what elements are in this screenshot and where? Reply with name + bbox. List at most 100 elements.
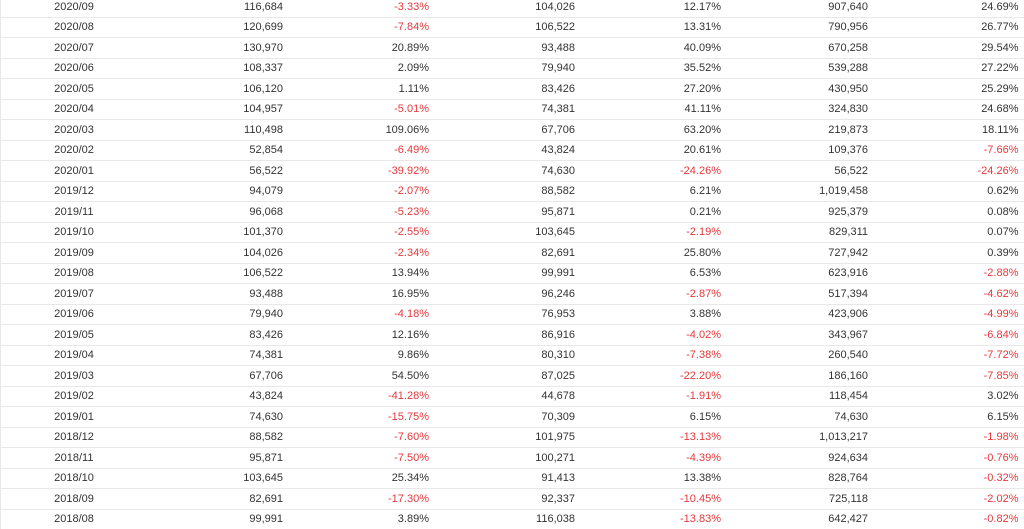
period-cell: 2019/04 [0,345,147,366]
yoy-change-cell: -22.20% [583,365,729,387]
cumulative-cell: 1,019,458 [729,181,876,202]
change-cell: 9.86% [291,345,437,366]
table-row: 2019/02 43,824 -41.28% 44,678 -1.91% 118,454 3… [0,386,1024,407]
change-cell: -6.49% [291,140,437,161]
period-cell: 2019/10 [0,222,147,243]
period-cell: 2020/08 [0,17,147,38]
cumulative-cell: 829,311 [729,222,876,243]
value-cell: 52,854 [147,140,291,161]
cumulative-cell: 1,013,217 [729,427,876,448]
prior-value-cell: 106,522 [437,17,583,38]
table-row: 2019/08 106,522 13.94% 99,991 6.53% 623,916 -2… [0,263,1024,284]
cumulative-change-cell: -0.32% [876,468,1024,489]
change-cell: -39.92% [291,160,437,182]
cumulative-cell: 670,258 [729,37,876,59]
prior-value-cell: 104,026 [437,0,583,18]
cumulative-change-cell: -0.82% [876,509,1024,529]
cumulative-change-cell: -24.26% [876,160,1024,182]
cumulative-cell: 517,394 [729,283,876,305]
value-cell: 116,684 [147,0,291,18]
cumulative-cell: 343,967 [729,324,876,346]
prior-value-cell: 100,271 [437,447,583,469]
cumulative-change-cell: 29.54% [876,37,1024,59]
change-cell: -2.55% [291,222,437,243]
cumulative-change-cell: -4.99% [876,304,1024,325]
table-row: 2019/04 74,381 9.86% 80,310 -7.38% 260,540 -7.… [0,345,1024,366]
table-row: 2020/09 116,684 -3.33% 104,026 12.17% 907,640… [0,0,1024,18]
period-cell: 2019/08 [0,263,147,284]
value-cell: 74,630 [147,406,291,428]
value-cell: 94,079 [147,181,291,202]
change-cell: -15.75% [291,406,437,428]
cumulative-change-cell: -7.66% [876,140,1024,161]
cumulative-cell: 430,950 [729,78,876,100]
cumulative-change-cell: -2.02% [876,488,1024,510]
value-cell: 93,488 [147,283,291,305]
change-cell: 3.89% [291,509,437,529]
change-cell: 12.16% [291,324,437,346]
cumulative-change-cell: 0.62% [876,181,1024,202]
cumulative-cell: 623,916 [729,263,876,284]
prior-value-cell: 67,706 [437,119,583,141]
table-row: 2019/07 93,488 16.95% 96,246 -2.87% 517,394 -4… [0,283,1024,305]
prior-value-cell: 93,488 [437,37,583,59]
period-cell: 2018/08 [0,509,147,529]
change-cell: 20.89% [291,37,437,59]
prior-value-cell: 99,991 [437,263,583,284]
cumulative-change-cell: 24.68% [876,99,1024,120]
yoy-change-cell: 41.11% [583,99,729,120]
value-cell: 88,582 [147,427,291,448]
table-row: 2018/09 82,691 -17.30% 92,337 -10.45% 725,118… [0,488,1024,510]
value-cell: 74,381 [147,345,291,366]
cumulative-cell: 324,830 [729,99,876,120]
period-cell: 2019/06 [0,304,147,325]
yoy-change-cell: -4.39% [583,447,729,469]
cumulative-change-cell: 0.07% [876,222,1024,243]
value-cell: 110,498 [147,119,291,141]
change-cell: -7.60% [291,427,437,448]
prior-value-cell: 43,824 [437,140,583,161]
value-cell: 104,957 [147,99,291,120]
yoy-change-cell: 13.38% [583,468,729,489]
table-row: 2020/02 52,854 -6.49% 43,824 20.61% 109,376 -7… [0,140,1024,161]
table-row: 2019/05 83,426 12.16% 86,916 -4.02% 343,967 -6… [0,324,1024,346]
period-cell: 2020/06 [0,58,147,79]
period-cell: 2019/12 [0,181,147,202]
cumulative-cell: 109,376 [729,140,876,161]
prior-value-cell: 86,916 [437,324,583,346]
cumulative-cell: 790,956 [729,17,876,38]
value-cell: 106,120 [147,78,291,100]
value-cell: 82,691 [147,488,291,510]
change-cell: -4.18% [291,304,437,325]
value-cell: 104,026 [147,242,291,264]
prior-value-cell: 82,691 [437,242,583,264]
cumulative-change-cell: 26.77% [876,17,1024,38]
prior-value-cell: 76,953 [437,304,583,325]
yoy-change-cell: 20.61% [583,140,729,161]
table-row: 2019/06 79,940 -4.18% 76,953 3.88% 423,906 -4.… [0,304,1024,325]
yoy-change-cell: 25.80% [583,242,729,264]
table-row: 2020/03 110,498 109.06% 67,706 63.20% 219,873… [0,119,1024,141]
prior-value-cell: 87,025 [437,365,583,387]
value-cell: 99,991 [147,509,291,529]
yoy-change-cell: 63.20% [583,119,729,141]
prior-value-cell: 74,630 [437,160,583,182]
yoy-change-cell: -10.45% [583,488,729,510]
cumulative-cell: 727,942 [729,242,876,264]
cumulative-cell: 725,118 [729,488,876,510]
value-cell: 95,871 [147,447,291,469]
change-cell: 54.50% [291,365,437,387]
cumulative-change-cell: -1.98% [876,427,1024,448]
yoy-change-cell: 40.09% [583,37,729,59]
table-row: 2018/12 88,582 -7.60% 101,975 -13.13% 1,013,2… [0,427,1024,448]
period-cell: 2019/09 [0,242,147,264]
yoy-change-cell: -7.38% [583,345,729,366]
yoy-change-cell: -1.91% [583,386,729,407]
yoy-change-cell: -2.87% [583,283,729,305]
period-cell: 2019/03 [0,365,147,387]
period-cell: 2020/09 [0,0,147,18]
prior-value-cell: 74,381 [437,99,583,120]
table-row: 2020/08 120,699 -7.84% 106,522 13.31% 790,956… [0,17,1024,38]
cumulative-change-cell: 25.29% [876,78,1024,100]
